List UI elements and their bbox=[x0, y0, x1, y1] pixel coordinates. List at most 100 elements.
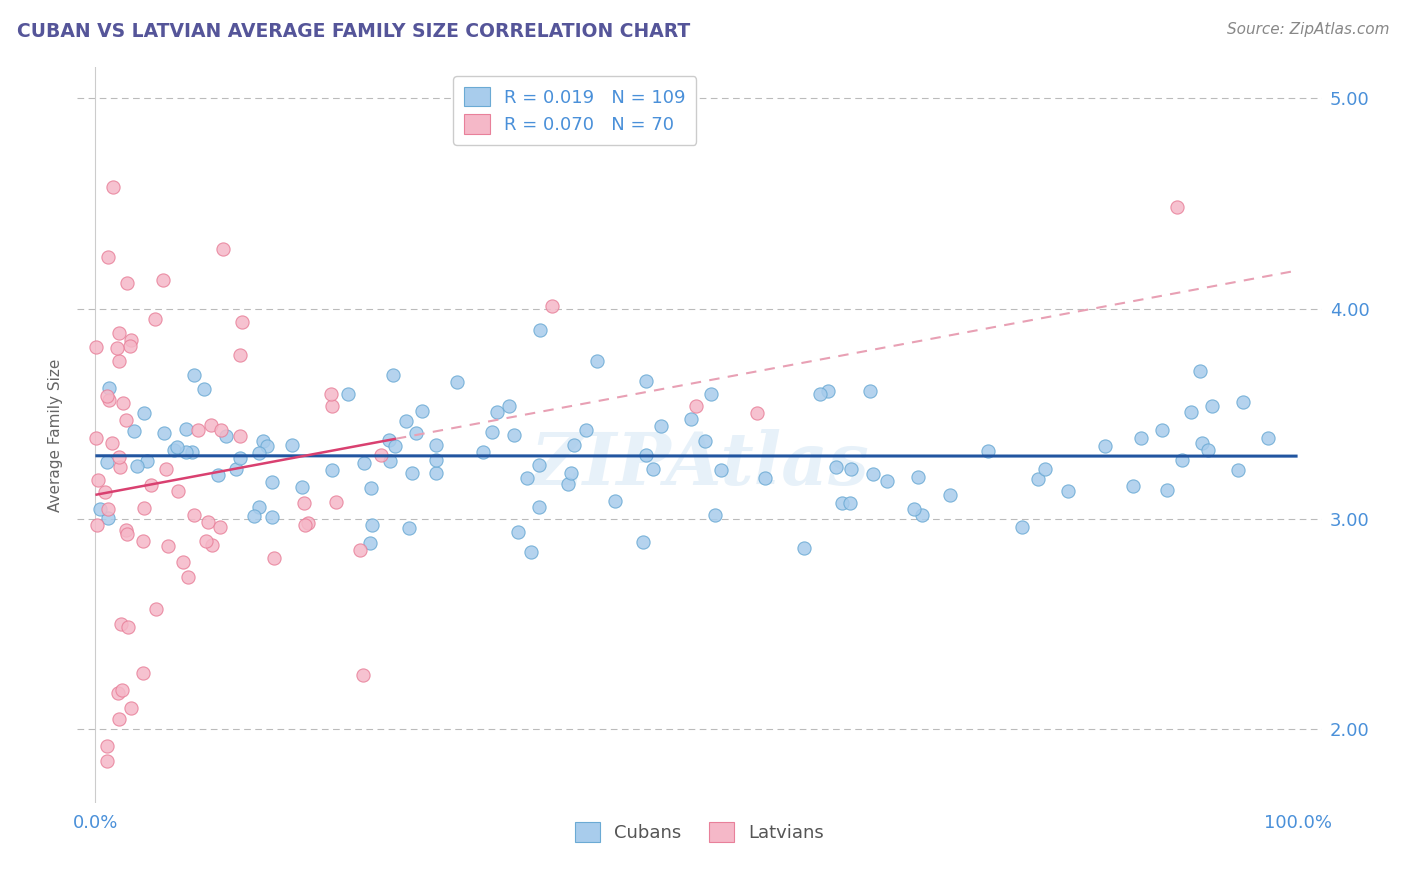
Point bbox=[319, 386, 342, 401]
Point bbox=[207, 468, 229, 483]
Point bbox=[631, 535, 654, 549]
Point bbox=[1197, 442, 1219, 457]
Point bbox=[84, 340, 107, 354]
Point bbox=[575, 423, 598, 437]
Point bbox=[486, 405, 509, 419]
Point bbox=[115, 413, 138, 427]
Point bbox=[636, 375, 658, 389]
Point bbox=[384, 439, 406, 453]
Point bbox=[817, 384, 839, 398]
Point bbox=[703, 508, 725, 522]
Point bbox=[183, 368, 205, 382]
Point bbox=[108, 354, 131, 368]
Point bbox=[117, 620, 139, 634]
Point bbox=[481, 425, 503, 439]
Point bbox=[641, 462, 664, 476]
Point bbox=[132, 666, 155, 681]
Point bbox=[174, 422, 197, 436]
Point bbox=[839, 462, 862, 476]
Point bbox=[360, 481, 382, 495]
Point bbox=[112, 396, 135, 410]
Point bbox=[225, 462, 247, 476]
Point bbox=[187, 423, 209, 437]
Point bbox=[228, 348, 250, 362]
Text: ZIPAtlas: ZIPAtlas bbox=[530, 429, 869, 500]
Point bbox=[132, 534, 155, 549]
Point bbox=[876, 474, 898, 488]
Point bbox=[229, 451, 252, 466]
Point bbox=[105, 341, 128, 355]
Point bbox=[247, 446, 270, 460]
Point bbox=[792, 541, 814, 556]
Point bbox=[370, 448, 392, 462]
Point bbox=[859, 384, 882, 398]
Point bbox=[325, 495, 347, 509]
Point bbox=[97, 392, 120, 407]
Point bbox=[425, 438, 447, 452]
Point bbox=[89, 502, 111, 516]
Point bbox=[1180, 405, 1202, 419]
Point bbox=[252, 434, 274, 449]
Point bbox=[508, 524, 530, 539]
Point bbox=[139, 478, 162, 492]
Point bbox=[208, 520, 231, 534]
Point bbox=[256, 439, 278, 453]
Point bbox=[98, 381, 121, 395]
Point bbox=[86, 518, 108, 533]
Point bbox=[107, 326, 129, 340]
Point bbox=[938, 488, 960, 502]
Point bbox=[100, 436, 122, 450]
Point bbox=[177, 570, 200, 584]
Point bbox=[201, 538, 224, 552]
Point bbox=[229, 429, 252, 443]
Point bbox=[401, 467, 423, 481]
Point bbox=[1166, 200, 1188, 214]
Point bbox=[903, 501, 925, 516]
Point bbox=[181, 444, 204, 458]
Text: CUBAN VS LATVIAN AVERAGE FAMILY SIZE CORRELATION CHART: CUBAN VS LATVIAN AVERAGE FAMILY SIZE COR… bbox=[17, 22, 690, 41]
Point bbox=[603, 494, 626, 508]
Point bbox=[209, 423, 232, 437]
Point bbox=[97, 501, 120, 516]
Point bbox=[96, 754, 118, 768]
Point bbox=[120, 338, 142, 352]
Point bbox=[378, 433, 401, 447]
Point bbox=[153, 425, 176, 440]
Point bbox=[263, 551, 285, 566]
Point bbox=[527, 500, 550, 514]
Point bbox=[503, 427, 526, 442]
Point bbox=[839, 496, 862, 510]
Point bbox=[361, 518, 384, 533]
Point bbox=[108, 459, 131, 474]
Point bbox=[294, 517, 316, 532]
Point bbox=[352, 667, 374, 681]
Point bbox=[1201, 400, 1223, 414]
Point bbox=[86, 474, 108, 488]
Point bbox=[907, 470, 929, 484]
Point bbox=[103, 179, 125, 194]
Point bbox=[174, 444, 197, 458]
Point bbox=[808, 387, 831, 401]
Point bbox=[136, 454, 159, 468]
Point bbox=[115, 523, 138, 537]
Point bbox=[231, 315, 253, 329]
Point bbox=[745, 406, 768, 420]
Point bbox=[108, 712, 131, 726]
Text: Source: ZipAtlas.com: Source: ZipAtlas.com bbox=[1226, 22, 1389, 37]
Point bbox=[557, 476, 579, 491]
Point bbox=[195, 533, 218, 548]
Point bbox=[291, 480, 314, 494]
Point bbox=[115, 527, 138, 541]
Point bbox=[700, 386, 723, 401]
Point bbox=[297, 516, 319, 530]
Point bbox=[650, 419, 672, 434]
Point bbox=[321, 400, 343, 414]
Point bbox=[1057, 484, 1080, 499]
Point bbox=[1122, 479, 1144, 493]
Point bbox=[122, 424, 145, 438]
Point bbox=[93, 484, 115, 499]
Point bbox=[831, 496, 853, 510]
Point bbox=[446, 375, 468, 389]
Point bbox=[145, 602, 167, 616]
Point bbox=[825, 459, 848, 474]
